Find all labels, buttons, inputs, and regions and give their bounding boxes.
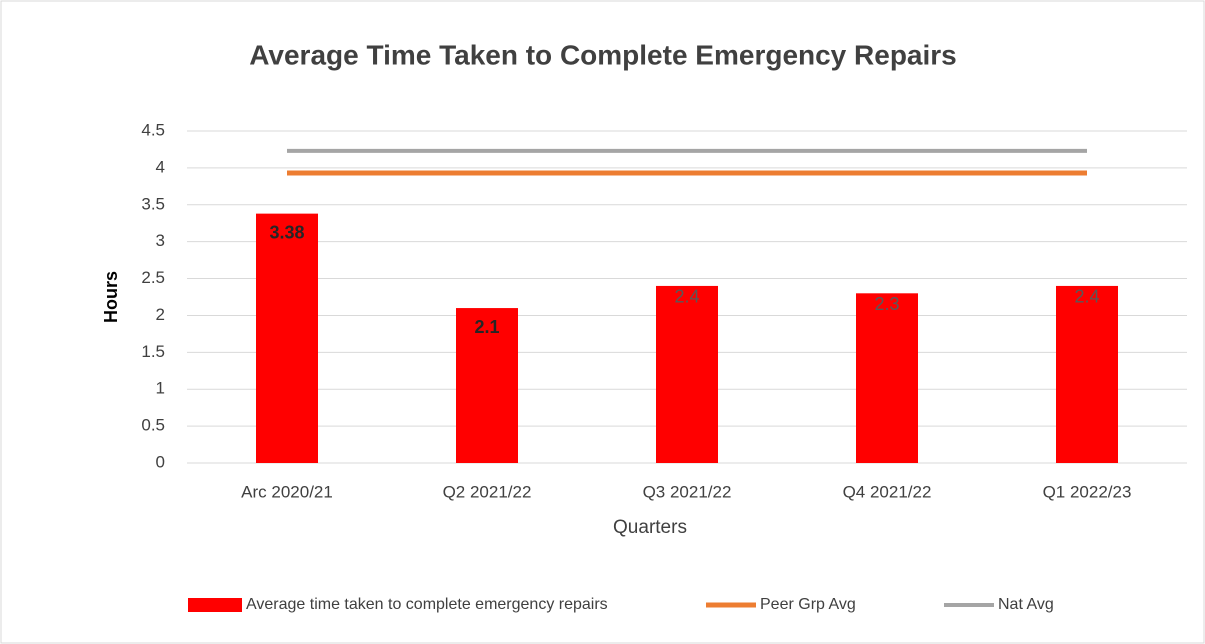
x-tick-label: Q4 2021/22 [843,482,932,501]
y-tick-label: 1.5 [141,342,165,361]
bar [456,308,518,463]
data-label: 2.4 [1074,287,1099,307]
chart-title: Average Time Taken to Complete Emergency… [249,39,957,70]
data-label: 2.1 [474,317,499,337]
data-label: 2.3 [874,294,899,314]
bar [856,293,918,463]
data-label: 2.4 [674,287,699,307]
y-tick-label: 0.5 [141,416,165,435]
legend-label: Peer Grp Avg [760,596,856,613]
bar [1056,285,1118,463]
y-tick-label: 0 [156,452,165,471]
y-tick-label: 4.5 [141,120,165,139]
legend-label: Nat Avg [998,596,1054,613]
data-label: 3.38 [269,222,304,242]
x-tick-label: Arc 2020/21 [241,482,333,501]
x-tick-label: Q3 2021/22 [643,482,732,501]
y-tick-label: 3 [156,231,165,250]
y-tick-label: 1 [156,379,165,398]
x-tick-label: Q2 2021/22 [443,482,532,501]
x-tick-label: Q1 2022/23 [1043,482,1132,501]
y-tick-label: 4 [156,157,165,176]
bar [656,285,718,463]
y-axis-label: Hours [101,271,121,323]
x-axis-label: Quarters [613,517,687,538]
bar [256,213,318,463]
legend-label: Average time taken to complete emergency… [246,596,608,613]
y-tick-label: 3.5 [141,194,165,213]
y-tick-label: 2 [156,305,165,324]
legend-swatch [188,598,242,612]
y-tick-label: 2.5 [141,268,165,287]
